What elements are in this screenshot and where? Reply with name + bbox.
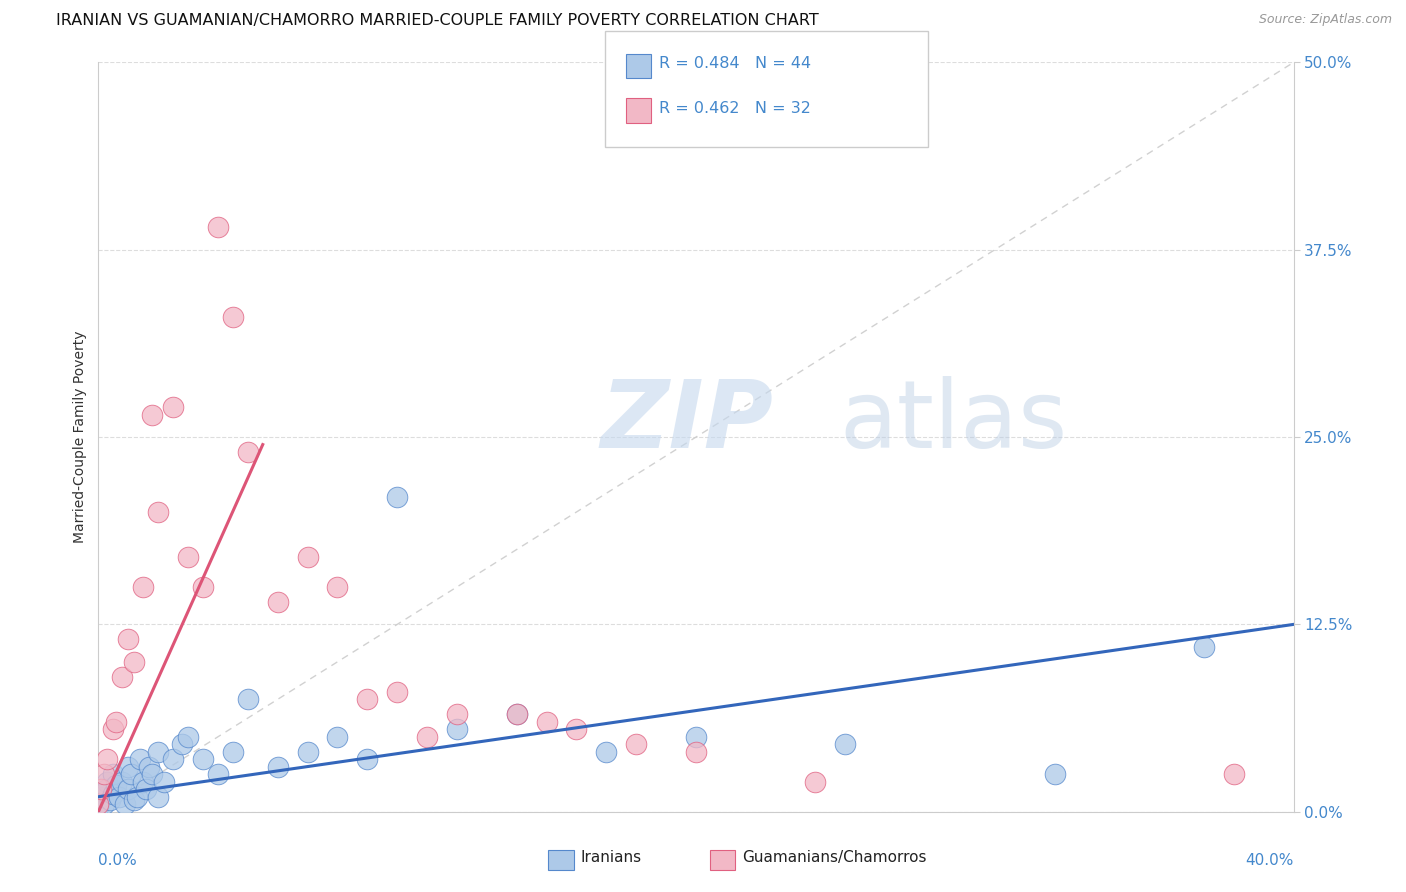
Point — [191, 580, 214, 594]
Point — [148, 505, 170, 519]
Point — [96, 782, 118, 797]
Point — [148, 789, 170, 804]
Point — [103, 787, 125, 801]
Point — [162, 400, 184, 414]
Text: 40.0%: 40.0% — [1246, 853, 1294, 868]
Point — [87, 797, 110, 812]
Point — [356, 752, 378, 766]
Point — [132, 774, 155, 789]
Point — [222, 745, 245, 759]
Point — [141, 767, 163, 781]
Point — [356, 692, 378, 706]
Point — [153, 774, 176, 789]
Point — [506, 707, 529, 722]
Point — [446, 723, 468, 737]
Point — [1192, 640, 1215, 654]
Point — [127, 789, 149, 804]
Text: IRANIAN VS GUAMANIAN/CHAMORRO MARRIED-COUPLE FAMILY POVERTY CORRELATION CHART: IRANIAN VS GUAMANIAN/CHAMORRO MARRIED-CO… — [56, 13, 818, 29]
Point — [685, 730, 707, 744]
Text: Guamanians/Chamorros: Guamanians/Chamorros — [742, 850, 927, 865]
Point — [222, 310, 245, 325]
Point — [834, 737, 856, 751]
Point — [385, 685, 409, 699]
Point — [177, 549, 200, 564]
Point — [297, 745, 319, 759]
Point — [565, 723, 588, 737]
Point — [98, 793, 122, 807]
Point — [626, 737, 648, 751]
Point — [162, 752, 184, 766]
Point — [207, 767, 229, 781]
Point — [595, 745, 617, 759]
Point — [103, 723, 125, 737]
Text: atlas: atlas — [839, 376, 1067, 468]
Point — [129, 752, 152, 766]
Text: ZIP: ZIP — [600, 376, 773, 468]
Point — [111, 670, 134, 684]
Point — [191, 752, 214, 766]
Point — [93, 797, 115, 812]
Point — [96, 752, 118, 766]
Point — [90, 782, 112, 797]
Point — [114, 797, 136, 812]
Point — [236, 445, 259, 459]
Point — [96, 774, 118, 789]
Point — [148, 745, 170, 759]
Point — [804, 774, 827, 789]
Point — [236, 692, 259, 706]
Point — [446, 707, 468, 722]
Point — [120, 767, 142, 781]
Point — [1223, 767, 1246, 781]
Point — [177, 730, 200, 744]
Point — [117, 782, 139, 797]
Point — [105, 714, 128, 729]
Point — [138, 760, 160, 774]
Point — [108, 789, 131, 804]
Point — [111, 774, 134, 789]
Text: 0.0%: 0.0% — [98, 853, 138, 868]
Text: R = 0.484   N = 44: R = 0.484 N = 44 — [659, 56, 811, 71]
Point — [207, 220, 229, 235]
Text: R = 0.462   N = 32: R = 0.462 N = 32 — [659, 101, 811, 116]
Text: Source: ZipAtlas.com: Source: ZipAtlas.com — [1258, 13, 1392, 27]
Point — [536, 714, 558, 729]
Point — [506, 707, 529, 722]
Point — [267, 760, 290, 774]
Point — [103, 767, 125, 781]
Point — [93, 767, 115, 781]
Point — [105, 778, 128, 792]
Point — [87, 800, 110, 814]
Point — [135, 782, 157, 797]
Point — [416, 730, 439, 744]
Point — [1043, 767, 1066, 781]
Point — [326, 580, 349, 594]
Point — [141, 408, 163, 422]
Point — [326, 730, 349, 744]
Text: Iranians: Iranians — [581, 850, 641, 865]
Point — [124, 793, 146, 807]
Y-axis label: Married-Couple Family Poverty: Married-Couple Family Poverty — [73, 331, 87, 543]
Point — [90, 789, 112, 804]
Point — [117, 632, 139, 647]
Point — [132, 580, 155, 594]
Point — [685, 745, 707, 759]
Point — [267, 595, 290, 609]
Point — [124, 655, 146, 669]
Point — [172, 737, 194, 751]
Point — [297, 549, 319, 564]
Point — [385, 490, 409, 504]
Point — [117, 760, 139, 774]
